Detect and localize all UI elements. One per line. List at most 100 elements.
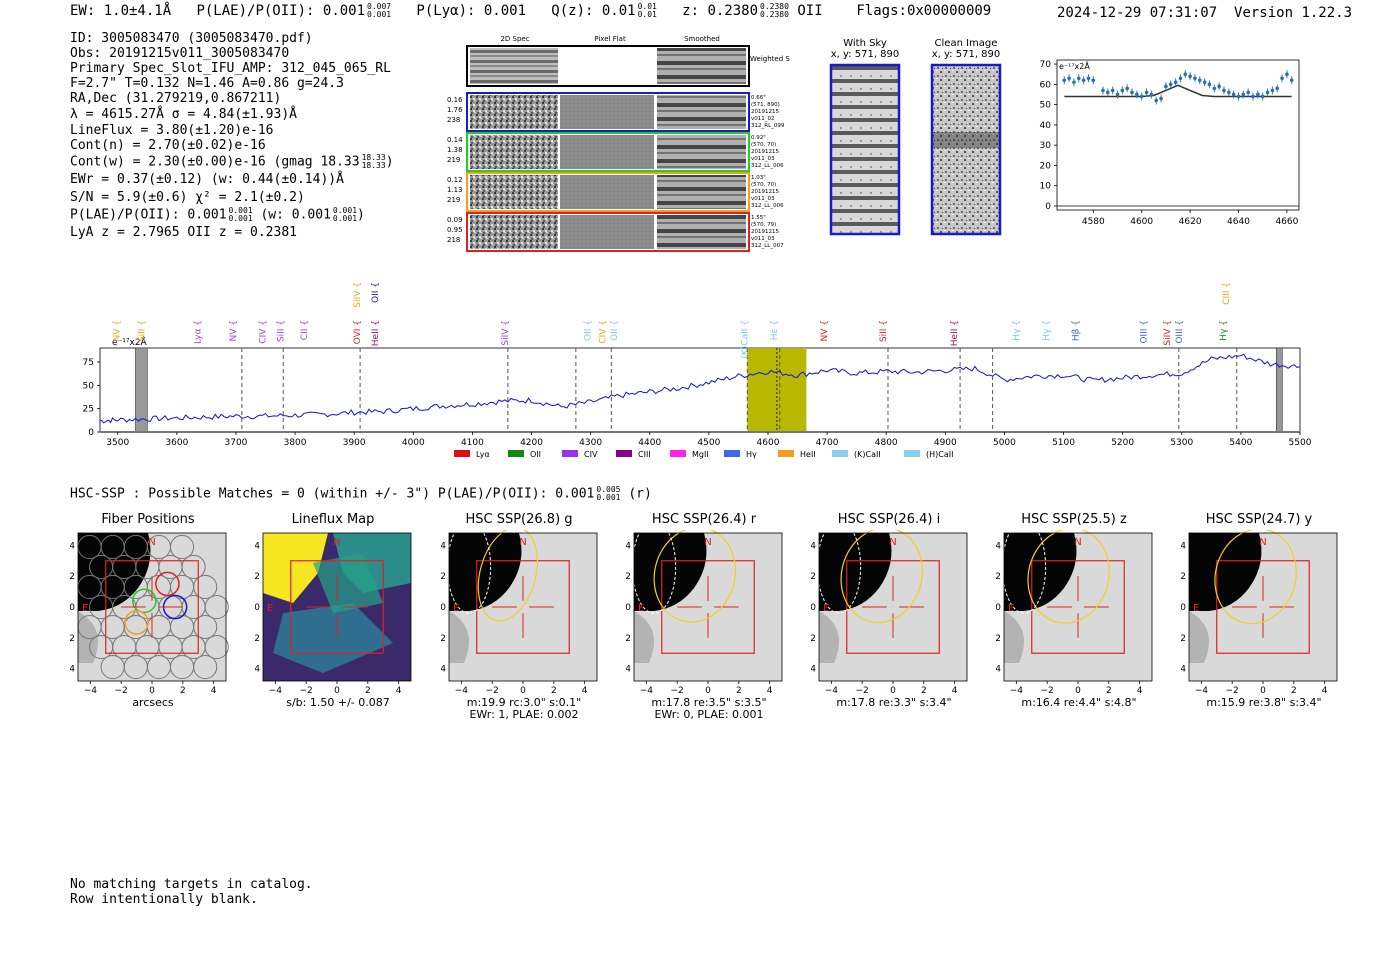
line-label-6: CII { [300, 320, 310, 340]
zoom-point [1236, 94, 1241, 99]
line-label-11: SiIV { [501, 320, 511, 346]
hsc-ellipse-yellow [653, 530, 737, 623]
full-xtick-label: 5500 [1289, 438, 1312, 448]
stamp-row-frame-2 [466, 172, 750, 212]
full-xtick-label: 3900 [343, 438, 366, 448]
full-xtick-label: 5100 [1052, 438, 1075, 448]
cutout-xtick: −4 [455, 686, 469, 696]
legend-label-6: HeII [800, 450, 816, 459]
info-obs: Obs: 20191215v011_3005083470 [70, 46, 290, 61]
zoom-point [1076, 76, 1081, 81]
zoom-point [1265, 90, 1270, 95]
full-ytick-label: 75 [83, 358, 94, 368]
zoom-point [1135, 92, 1139, 97]
cutout-ytick: −2 [441, 634, 446, 644]
cutout-xtick: 4 [952, 686, 958, 696]
zoom-point [1101, 88, 1105, 93]
masked-region-1 [1276, 347, 1283, 433]
zoom-point [1130, 90, 1134, 95]
cutout-title-5: HSC SSP(25.5) z [1021, 512, 1127, 527]
stamp-right-2-3: v011_03 [751, 196, 775, 202]
legend-swatch-7 [832, 450, 848, 457]
info-sn: S/N = 5.9(±0.6) χ² = 2.1(±0.2) [70, 190, 305, 205]
hsc-ellipse-yellow [477, 530, 538, 622]
legend-label-5: Hγ [746, 450, 757, 459]
cutout-xtick: −2 [1041, 686, 1054, 696]
zoom-xtick-label: 4660 [1275, 217, 1298, 227]
cutout-xtick: 2 [1291, 686, 1297, 696]
zoom-point [1270, 88, 1275, 93]
zoom-point [1120, 88, 1125, 93]
stamp-flat-0 [560, 95, 654, 129]
cutout-ytick: 2 [996, 572, 1001, 582]
clean-image-band [933, 132, 999, 148]
weighted-sum-label: Weighted Sum [750, 55, 790, 63]
cutout-ytick: 2 [70, 572, 75, 582]
cutout-title-3: HSC SSP(26.4) r [651, 512, 757, 527]
cutout-xtick: −2 [300, 686, 313, 696]
line-label-26: Hγ { [1219, 320, 1229, 341]
col-header-smoothed: Smoothed [684, 35, 720, 43]
stamp-right-1-1: (570, 70) [751, 142, 776, 148]
full-xtick-label: 3600 [165, 438, 188, 448]
zoom-ytick-label: 10 [1040, 182, 1052, 192]
cutout-xtick: 4 [1322, 686, 1328, 696]
cutout-image-0: N E −4 −2 0 2 4 4 2 0 −2 −4 [70, 532, 229, 696]
full-spectrum-plot: 75 50 25 0 3500 3600 3700 3800 3900 4000 4100 4200 4… [83, 282, 1312, 459]
zoom-point [1067, 76, 1071, 81]
stamp-left-3-2: 218 [447, 236, 460, 244]
cutout-title-0: Fiber Positions [101, 512, 195, 527]
spectrum-line [99, 353, 1301, 424]
zoom-point [1154, 98, 1159, 103]
east-label: E [82, 603, 88, 614]
stamp-2dspec-2 [470, 175, 558, 209]
stamp-2dspec-1 [470, 135, 558, 169]
cutout-xtick: −2 [671, 686, 684, 696]
full-xtick-label: 4700 [816, 438, 839, 448]
info-primary: Primary Spec_Slot_IFU_AMP: 312_045_065_R… [70, 61, 391, 76]
full-ytick-label: 0 [88, 428, 94, 438]
line-label-18: SiII { [879, 320, 889, 342]
source-halo [634, 611, 654, 663]
source-halo [1189, 611, 1209, 663]
weighted-sum-flat [560, 48, 654, 84]
stamp-smoothed-1 [657, 135, 746, 169]
footer-line-2: Row intentionally blank. [70, 892, 258, 907]
zoom-point [1260, 94, 1265, 99]
fiber-highlight-2 [131, 588, 157, 614]
full-xtick-label: 3700 [225, 438, 248, 448]
stamp-smoothed-2 [657, 175, 746, 209]
footer-notes: No matching targets in catalog. Row inte… [70, 877, 313, 907]
zoom-point [1149, 92, 1154, 97]
stamps-panel: 2D Spec Pixel Flat Smoothed Weighted Sum… [447, 35, 790, 252]
info-contn: Cont(n) = 2.70(±0.02)e-16 [70, 138, 266, 153]
zoom-ytick-label: 50 [1040, 101, 1052, 111]
zoom-point [1202, 80, 1207, 85]
full-xtick-label: 4600 [757, 438, 780, 448]
line-label-12: OII { [584, 320, 594, 341]
zoom-xtick-label: 4620 [1179, 217, 1202, 227]
zoom-point [1207, 82, 1212, 87]
zoom-point [1086, 76, 1091, 81]
cutout-ytick: 4 [1181, 541, 1186, 551]
north-label: N [704, 537, 711, 548]
full-xtick-label: 4100 [461, 438, 484, 448]
zoom-ytick-label: 30 [1040, 141, 1052, 151]
cutout-xtick: 2 [365, 686, 371, 696]
legend-label-2: CIV [584, 450, 598, 459]
full-xtick-label: 4800 [875, 438, 898, 448]
cutout-xtick: −4 [1195, 686, 1209, 696]
cutout-xtick: 4 [767, 686, 773, 696]
cutout-ytick: 0 [811, 603, 816, 613]
line-label-5: SiII { [276, 320, 286, 342]
cutout-foot-4: m:17.8 re:3.3" s:3.4" [836, 696, 952, 709]
cutout-xtick: −2 [1226, 686, 1239, 696]
cutout-ytick: −2 [626, 634, 631, 644]
stamp-2dspec-3 [470, 215, 558, 249]
cutout-ytick: 4 [441, 541, 446, 551]
cutout-xtick: 4 [1137, 686, 1143, 696]
cutout-foot-3: m:17.8 re:3.5" s:3.5" EWr: 0, PLAE: 0.001 [651, 696, 767, 721]
zoom-xtick-label: 4580 [1082, 217, 1105, 227]
cutout-ytick: −4 [70, 665, 75, 675]
header-bar: EW: 1.0±4.1Å P(LAE)/P(OII): 0.001 0.007 0.… [70, 3, 991, 20]
